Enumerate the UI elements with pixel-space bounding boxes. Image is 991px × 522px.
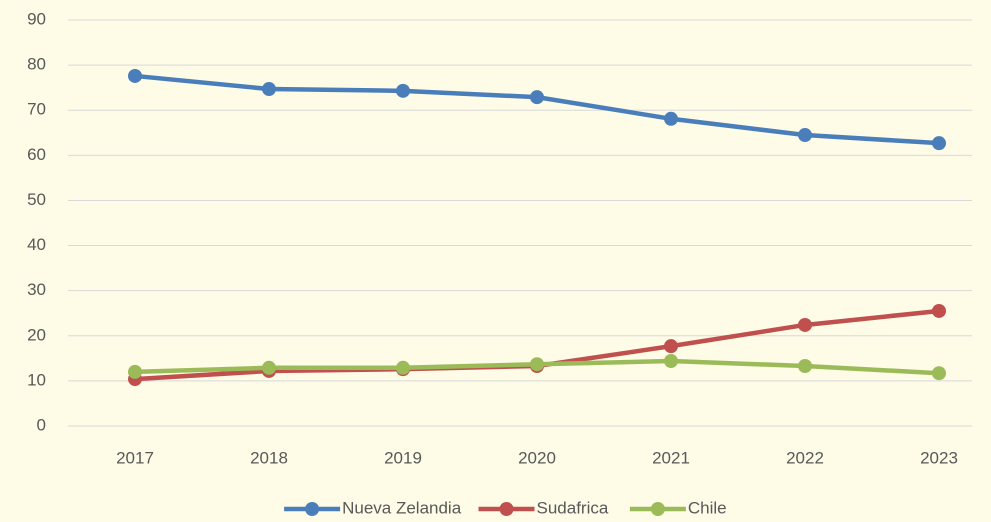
- y-tick-label: 70: [27, 100, 46, 119]
- legend-swatch-marker: [305, 502, 320, 516]
- series-marker: [128, 68, 142, 83]
- x-tick-label: 2019: [384, 448, 422, 467]
- y-tick-label: 80: [27, 55, 46, 74]
- y-tick-label: 40: [27, 235, 46, 254]
- series-marker: [798, 128, 812, 143]
- x-tick-label: 2023: [920, 448, 958, 467]
- series-marker: [664, 354, 678, 369]
- legend-swatch-marker: [650, 502, 665, 516]
- series-marker: [530, 357, 544, 372]
- y-tick-label: 50: [27, 190, 46, 209]
- y-tick-label: 90: [27, 9, 46, 28]
- y-tick-label: 60: [27, 145, 46, 164]
- series-marker: [664, 339, 678, 354]
- series-marker: [530, 90, 544, 105]
- series-marker: [932, 136, 946, 151]
- series-marker: [932, 303, 946, 318]
- y-tick-label: 0: [37, 415, 46, 434]
- series-marker: [798, 359, 812, 374]
- x-tick-label: 2022: [786, 448, 824, 467]
- series-marker: [798, 317, 812, 332]
- legend-label: Nueva Zelandia: [342, 498, 462, 517]
- y-tick-label: 20: [27, 325, 46, 344]
- series-marker: [664, 111, 678, 126]
- legend-label: Chile: [688, 498, 727, 517]
- x-tick-label: 2020: [518, 448, 556, 467]
- series-marker: [262, 360, 276, 375]
- series-marker: [396, 360, 410, 375]
- x-tick-label: 2021: [652, 448, 690, 467]
- series-marker: [262, 82, 276, 97]
- series-line: [134, 73, 940, 146]
- y-tick-label: 30: [27, 280, 46, 299]
- x-tick-label: 2017: [116, 448, 154, 467]
- legend-swatch-marker: [499, 502, 514, 516]
- x-tick-label: 2018: [250, 448, 288, 467]
- series-marker: [128, 364, 142, 379]
- y-tick-label: 10: [27, 370, 46, 389]
- legend-label: Sudafrica: [537, 498, 609, 517]
- series-marker: [932, 366, 946, 381]
- series-marker: [396, 83, 410, 98]
